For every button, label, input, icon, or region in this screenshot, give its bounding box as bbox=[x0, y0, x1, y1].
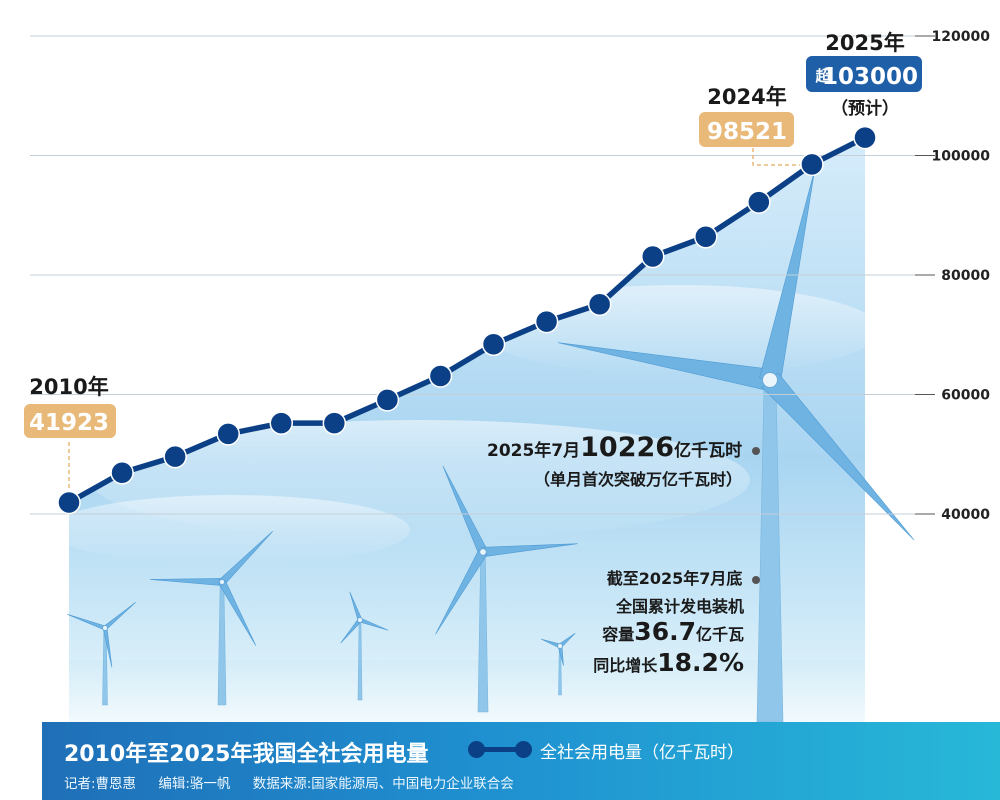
data-points bbox=[57, 125, 877, 515]
y-gridlines bbox=[30, 35, 915, 515]
callout-2025-note: （预计） bbox=[831, 98, 899, 119]
data-point-2015 bbox=[322, 411, 347, 435]
callout-2024-box bbox=[699, 112, 794, 147]
capacity-line2: 全国累计发电装机 bbox=[615, 597, 744, 616]
data-source: 数据来源:国家能源局、中国电力企业联合会 bbox=[252, 776, 514, 792]
turbine-small-left bbox=[67, 602, 136, 706]
turbine-hub bbox=[557, 643, 563, 649]
editor: 编辑:骆一帆 bbox=[158, 776, 231, 792]
legend-label: 全社会用电量（亿千瓦时） bbox=[540, 743, 744, 763]
credits: 记者:曹恩惠 编辑:骆一帆 数据来源:国家能源局、中国电力企业联合会 bbox=[64, 772, 532, 792]
y-tick-label: 60000 bbox=[941, 388, 990, 404]
turbine-far bbox=[340, 591, 389, 701]
july-note: （单月首次突破万亿千瓦时） bbox=[533, 470, 742, 489]
y-tick-label: 40000 bbox=[941, 507, 990, 523]
cloud bbox=[50, 495, 410, 565]
callout-2024-value: 98521 bbox=[707, 119, 787, 145]
callout-2024-leader bbox=[752, 148, 800, 166]
data-point-2018 bbox=[481, 332, 506, 357]
growth-prefix: 同比增长 bbox=[593, 656, 658, 675]
turbine-hub bbox=[102, 625, 108, 631]
callout-2025-box bbox=[806, 56, 922, 92]
capacity-annotation: 截至2025年7月底 全国累计发电装机 容量36.7亿千瓦 同比增长18.2% bbox=[520, 565, 760, 677]
turbine-left bbox=[150, 530, 274, 706]
legend-dot-icon bbox=[468, 741, 485, 758]
legend-dot-icon bbox=[515, 741, 532, 758]
data-point-2011 bbox=[110, 461, 134, 485]
data-point-2024 bbox=[800, 152, 824, 177]
data-point-2021 bbox=[640, 244, 665, 269]
data-point-2019 bbox=[534, 309, 559, 334]
capacity-unit: 亿千瓦 bbox=[695, 625, 744, 644]
turbine-middle bbox=[435, 465, 578, 713]
chart-title: 2010年至2025年我国全社会用电量 bbox=[64, 742, 429, 767]
y-tick-label: 120000 bbox=[932, 29, 991, 45]
data-point-2016 bbox=[375, 388, 400, 412]
turbine-large bbox=[558, 169, 915, 723]
data-point-2010 bbox=[57, 490, 81, 515]
y-tick-label: 80000 bbox=[941, 268, 990, 284]
footer-banner: 2010年至2025年我国全社会用电量 全社会用电量（亿千瓦时） 记者:曹恩惠 … bbox=[42, 722, 1000, 800]
sea bbox=[69, 660, 865, 722]
july-prefix: 2025年7月 bbox=[486, 441, 581, 461]
turbine-hub bbox=[761, 371, 779, 389]
y-axis-ticks: 40000 60000 80000 100000 120000 bbox=[915, 29, 990, 523]
callout-2025-year: 2025年 bbox=[825, 31, 904, 55]
callout-2010-box bbox=[24, 404, 116, 438]
capacity-bullet-icon bbox=[752, 575, 760, 584]
data-point-2014 bbox=[269, 411, 294, 435]
july-annotation: 2025年7月10226亿千瓦时 （单月首次突破万亿千瓦时） bbox=[470, 432, 760, 490]
data-point-2012 bbox=[163, 444, 187, 469]
turbine-hub bbox=[479, 548, 487, 556]
capacity-prefix: 容量 bbox=[602, 625, 635, 644]
wind-farm-background bbox=[50, 137, 915, 723]
callout-2025-value: 103000 bbox=[822, 64, 918, 90]
data-point-2025 bbox=[853, 125, 877, 150]
turbine-hub bbox=[357, 617, 363, 623]
turbine-tiny bbox=[541, 632, 576, 696]
y-tick-label: 100000 bbox=[932, 149, 991, 165]
data-point-2020 bbox=[587, 292, 612, 317]
july-unit: 亿千瓦时 bbox=[674, 441, 743, 461]
callout-2010-value: 41923 bbox=[29, 410, 109, 436]
data-point-2023 bbox=[747, 190, 771, 214]
growth-value: 18.2% bbox=[657, 648, 744, 677]
series-line bbox=[66, 134, 868, 506]
legend-line-icon bbox=[468, 741, 532, 758]
data-point-2022 bbox=[694, 225, 718, 249]
callout-2025-prefix: 超 bbox=[814, 67, 831, 85]
july-bullet-icon bbox=[752, 447, 760, 455]
callout-2024-year: 2024年 bbox=[707, 85, 786, 109]
callout-2010-year: 2010年 bbox=[29, 375, 108, 399]
data-point-2017 bbox=[428, 364, 453, 388]
reporter: 记者:曹恩惠 bbox=[64, 776, 137, 792]
series-line-path bbox=[66, 134, 868, 506]
turbine-hub bbox=[218, 578, 226, 586]
data-point-2013 bbox=[216, 422, 240, 446]
july-value: 10226 bbox=[580, 432, 675, 463]
capacity-value: 36.7 bbox=[634, 617, 696, 646]
capacity-line1: 截至2025年7月底 bbox=[606, 569, 743, 588]
